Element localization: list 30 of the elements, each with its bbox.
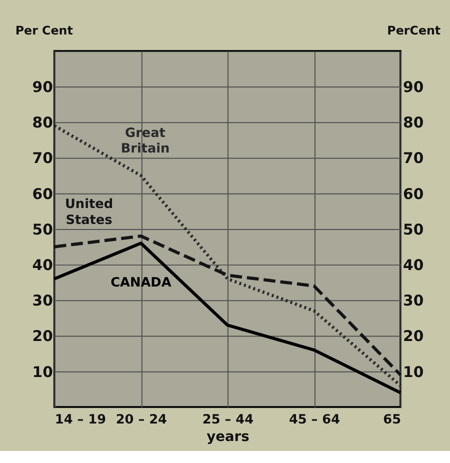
x-tick-label: 14 – 19	[54, 412, 106, 428]
x-axis-title: years	[206, 429, 250, 446]
x-tick-label: 45 – 64	[288, 412, 340, 428]
series-label: CANADA	[110, 275, 172, 290]
y2-tick-label: 90	[403, 78, 424, 96]
y-tick-label: 30	[32, 292, 53, 310]
y-tick-label: 60	[32, 186, 53, 203]
x-tick-label: 25 – 44	[202, 412, 254, 428]
y-tick-label: 50	[32, 221, 53, 238]
y-tick-label: 10	[32, 364, 53, 381]
y-axis-title: Per Cent	[15, 24, 74, 38]
y2-axis-title: PerCent	[387, 24, 441, 38]
y2-tick-label: 30	[403, 292, 424, 310]
y-tick-label: 70	[32, 150, 53, 168]
y2-tick-label: 80	[403, 114, 424, 132]
y2-tick-label: 20	[403, 328, 424, 346]
x-tick-label: 20 – 24	[116, 412, 168, 428]
line-series	[52, 124, 402, 388]
series-label: United States	[64, 196, 114, 228]
y2-tick-label: 50	[403, 221, 424, 238]
line-series	[52, 242, 402, 394]
y2-tick-label: 40	[403, 257, 424, 274]
y-tick-label: 40	[32, 257, 53, 274]
y-tick-label: 80	[32, 114, 53, 132]
y-tick-label: 90	[32, 78, 53, 96]
y2-tick-label: 10	[403, 364, 424, 381]
x-tick-label: 65	[383, 412, 402, 428]
y2-tick-label: 60	[403, 186, 424, 203]
y2-tick-label: 70	[403, 150, 424, 168]
y-tick-label: 20	[32, 328, 53, 346]
